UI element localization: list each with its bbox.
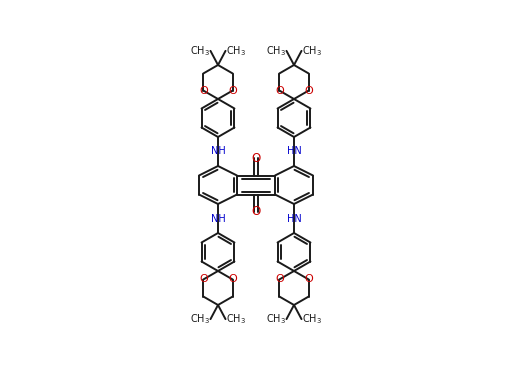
Text: O: O <box>199 275 208 284</box>
Text: O: O <box>275 275 284 284</box>
Text: O: O <box>304 85 313 96</box>
Text: HN: HN <box>287 214 302 224</box>
Text: CH$_3$: CH$_3$ <box>225 312 246 326</box>
Text: O: O <box>304 275 313 284</box>
Text: NH: NH <box>210 146 225 156</box>
Text: O: O <box>228 275 237 284</box>
Text: CH$_3$: CH$_3$ <box>266 312 287 326</box>
Text: CH$_3$: CH$_3$ <box>266 44 287 58</box>
Text: O: O <box>228 85 237 96</box>
Text: CH$_3$: CH$_3$ <box>190 312 210 326</box>
Text: CH$_3$: CH$_3$ <box>190 44 210 58</box>
Text: CH$_3$: CH$_3$ <box>302 312 322 326</box>
Text: CH$_3$: CH$_3$ <box>225 44 246 58</box>
Text: O: O <box>251 205 261 218</box>
Text: NH: NH <box>210 214 225 224</box>
Text: CH$_3$: CH$_3$ <box>302 44 322 58</box>
Text: O: O <box>251 152 261 165</box>
Text: O: O <box>275 85 284 96</box>
Text: O: O <box>199 85 208 96</box>
Text: HN: HN <box>287 146 302 156</box>
